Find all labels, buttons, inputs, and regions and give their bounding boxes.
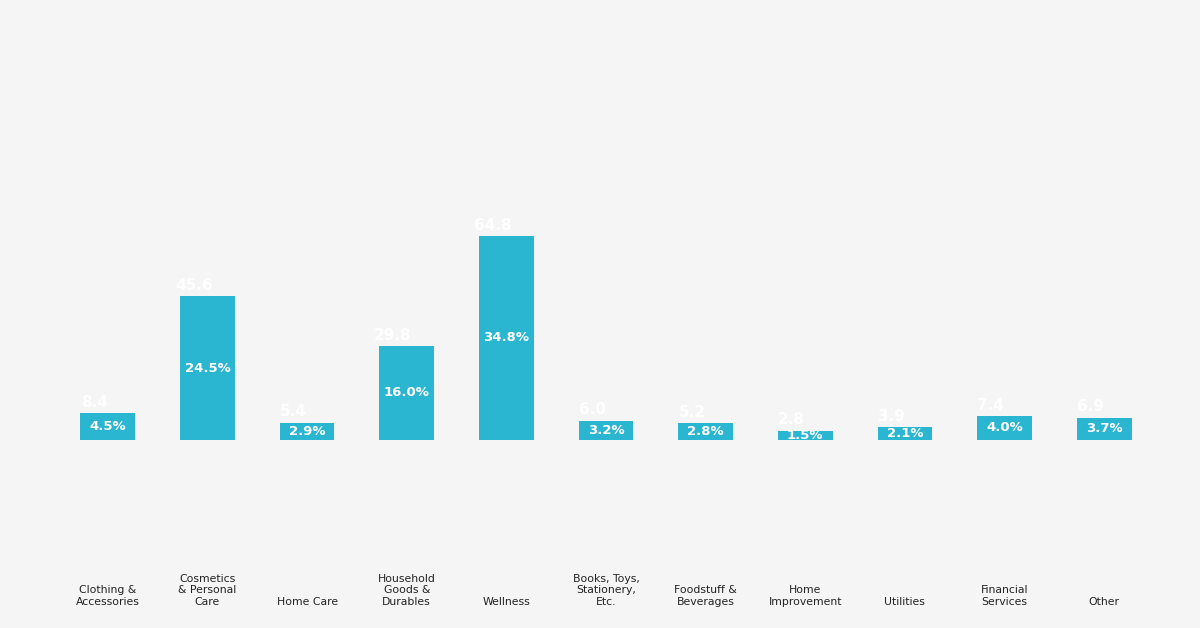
Text: 2.8: 2.8 [778, 413, 805, 427]
Text: 5.2: 5.2 [678, 404, 706, 420]
Text: 64.8: 64.8 [474, 218, 511, 233]
Bar [877, 427, 932, 440]
Text: Home Care: Home Care [276, 597, 337, 607]
Text: 5.4: 5.4 [280, 404, 307, 419]
Text: 6.0: 6.0 [578, 403, 606, 418]
Text: Financial
Services: Financial Services [980, 585, 1028, 607]
Text: Home
Improvement: Home Improvement [768, 585, 842, 607]
Bar [578, 421, 634, 440]
Text: 4.0%: 4.0% [986, 421, 1022, 435]
Text: 3.7%: 3.7% [1086, 422, 1122, 435]
Text: 4.5%: 4.5% [90, 420, 126, 433]
Text: Clothing &
Accessories: Clothing & Accessories [76, 585, 139, 607]
Text: Cosmetics
& Personal
Care: Cosmetics & Personal Care [179, 574, 236, 607]
Bar [80, 413, 136, 440]
Text: 1.5%: 1.5% [787, 429, 823, 441]
Bar [678, 423, 733, 440]
Text: 45.6: 45.6 [175, 278, 212, 293]
Text: 7.4: 7.4 [978, 398, 1004, 413]
Bar [977, 416, 1032, 440]
Text: 3.9: 3.9 [877, 409, 905, 424]
Bar [180, 296, 235, 440]
Text: 8.4: 8.4 [80, 395, 108, 410]
Bar [379, 346, 434, 440]
Text: Books, Toys,
Stationery,
Etc.: Books, Toys, Stationery, Etc. [572, 574, 640, 607]
Text: Utilities: Utilities [884, 597, 925, 607]
Text: Foodstuff &
Beverages: Foodstuff & Beverages [674, 585, 737, 607]
Text: 3.2%: 3.2% [588, 424, 624, 436]
Text: 6.9: 6.9 [1078, 399, 1104, 414]
Bar [1076, 418, 1132, 440]
Text: Household
Goods &
Durables: Household Goods & Durables [378, 574, 436, 607]
Text: 2.8%: 2.8% [688, 425, 724, 438]
Text: 16.0%: 16.0% [384, 386, 430, 399]
Text: Other: Other [1088, 597, 1120, 607]
Bar [280, 423, 335, 440]
Text: 24.5%: 24.5% [185, 362, 230, 374]
Bar [778, 431, 833, 440]
Text: 34.8%: 34.8% [484, 332, 529, 344]
Text: 29.8: 29.8 [374, 328, 412, 343]
Text: 2.9%: 2.9% [289, 425, 325, 438]
Bar [479, 236, 534, 440]
Text: 2.1%: 2.1% [887, 427, 923, 440]
Text: Wellness: Wellness [482, 597, 530, 607]
